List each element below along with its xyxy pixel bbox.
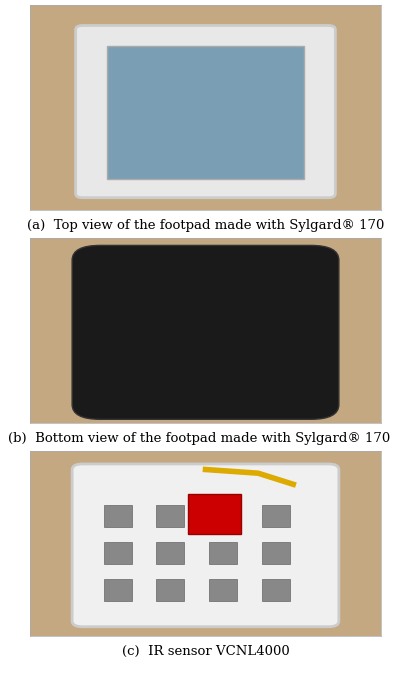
Bar (262, 542, 290, 564)
FancyBboxPatch shape (72, 246, 339, 419)
FancyBboxPatch shape (76, 26, 335, 198)
Bar (188, 493, 240, 534)
Bar (209, 579, 237, 601)
Bar (156, 504, 185, 527)
FancyBboxPatch shape (107, 46, 304, 179)
Text: (b)  Bottom view of the footpad made with Sylgard® 170: (b) Bottom view of the footpad made with… (8, 432, 390, 445)
Bar (104, 542, 132, 564)
Bar (104, 504, 132, 527)
Bar (156, 579, 185, 601)
Bar (209, 504, 237, 527)
Bar (262, 504, 290, 527)
Bar (156, 542, 185, 564)
Text: (c)  IR sensor VCNL4000: (c) IR sensor VCNL4000 (122, 645, 289, 658)
Bar (262, 579, 290, 601)
Text: (a)  Top view of the footpad made with Sylgard® 170: (a) Top view of the footpad made with Sy… (27, 219, 384, 232)
Bar (104, 579, 132, 601)
FancyBboxPatch shape (72, 464, 339, 627)
Bar (209, 542, 237, 564)
